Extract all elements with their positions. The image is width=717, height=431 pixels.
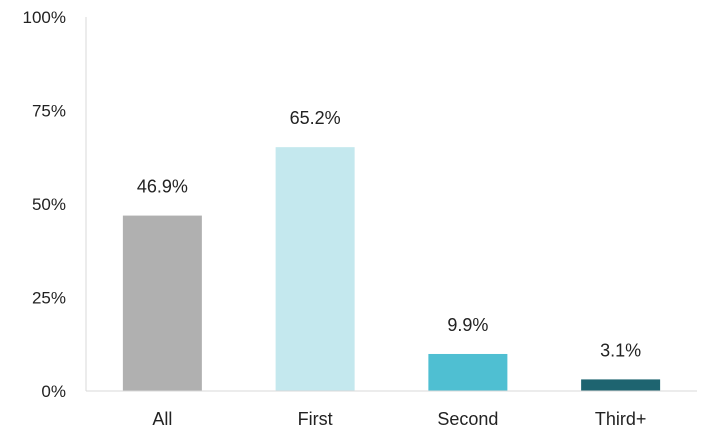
x-category-label: First — [298, 409, 333, 429]
y-axis: 0% 25% 50% 75% 100% — [23, 8, 87, 401]
data-label: 46.9% — [137, 177, 188, 197]
bar-second — [428, 353, 508, 391]
bar-first — [275, 147, 355, 391]
x-category-label: Third+ — [595, 409, 647, 429]
data-label: 3.1% — [600, 340, 641, 360]
y-tick-label: 25% — [32, 289, 66, 308]
y-tick-label: 0% — [41, 382, 66, 401]
x-axis: All First Second Third+ — [86, 390, 697, 429]
bars: 46.9% 65.2% 9.9% 3.1% — [122, 108, 661, 391]
y-tick-label: 50% — [32, 195, 66, 214]
data-label: 65.2% — [290, 108, 341, 128]
bar-third — [581, 379, 661, 391]
y-tick-label: 75% — [32, 102, 66, 121]
x-category-label: All — [152, 409, 172, 429]
data-label: 9.9% — [447, 315, 488, 335]
bar-all — [122, 215, 202, 391]
y-tick-label: 100% — [23, 8, 66, 27]
x-category-label: Second — [437, 409, 498, 429]
